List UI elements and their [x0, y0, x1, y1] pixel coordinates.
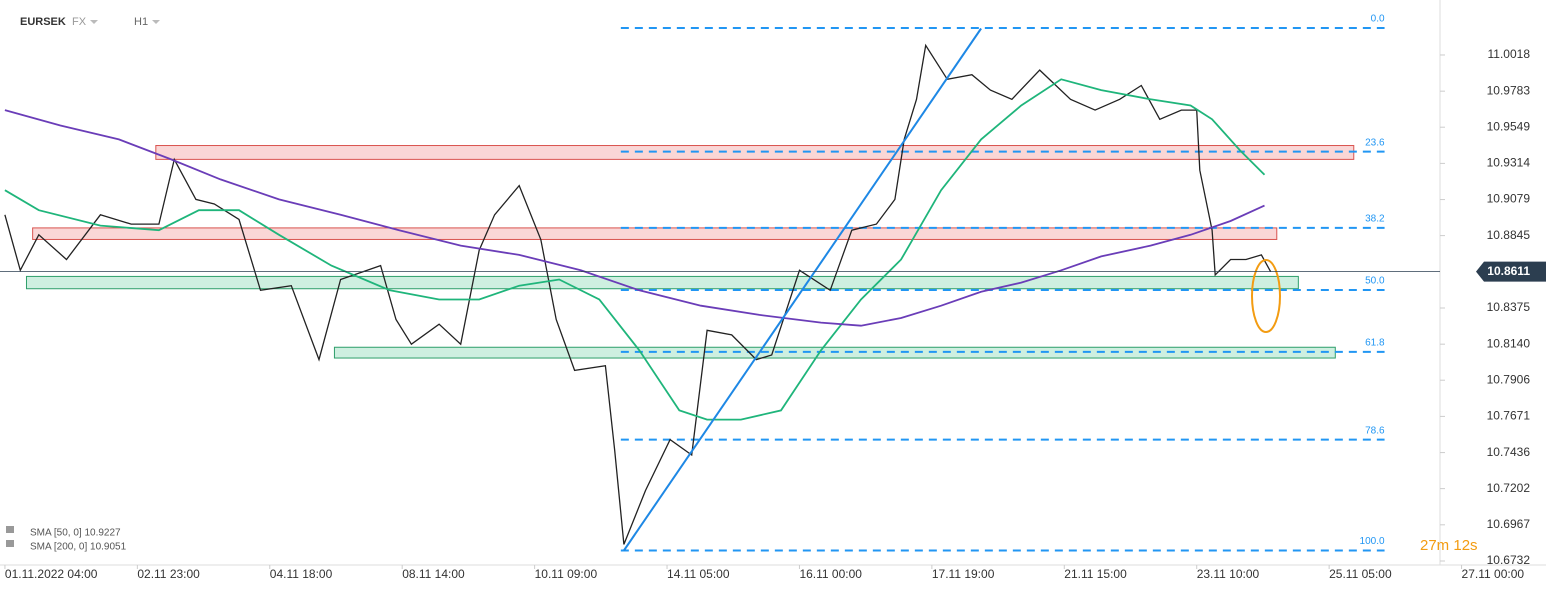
symbol[interactable]: EURSEK	[20, 16, 66, 28]
x-tick-label: 04.11 18:00	[270, 567, 333, 581]
fib-label: 0.0	[1371, 14, 1385, 25]
x-tick-label: 16.11 00:00	[799, 567, 862, 581]
x-tick-label: 14.11 05:00	[667, 567, 730, 581]
fib-label: 23.6	[1365, 137, 1385, 148]
highlight-ellipse	[1251, 259, 1281, 333]
y-tick-label: 10.8845	[1487, 228, 1531, 242]
trend-line	[623, 27, 982, 552]
y-tick-label: 10.9783	[1487, 83, 1531, 97]
x-tick-label: 08.11 14:00	[402, 567, 465, 581]
y-tick-label: 10.7436	[1487, 445, 1531, 459]
fib-label: 78.6	[1365, 425, 1385, 436]
x-tick-label: 23.11 10:00	[1197, 567, 1260, 581]
current-price-box	[1476, 261, 1546, 282]
x-tick-label: 21.11 15:00	[1064, 567, 1127, 581]
legend-entry: SMA [50, 0] 10.9227	[30, 528, 121, 539]
dropdown-icon[interactable]	[90, 20, 98, 24]
fib-label: 61.8	[1365, 338, 1385, 349]
y-tick-label: 10.9549	[1487, 119, 1531, 133]
x-tick-label: 02.11 23:00	[137, 567, 200, 581]
timer: 27m 12s	[1420, 537, 1478, 554]
x-tick-label: 25.11 05:00	[1329, 567, 1392, 581]
x-tick-label: 10.11 09:00	[535, 567, 598, 581]
zone	[25, 275, 1299, 290]
fib-label: 100.0	[1360, 536, 1385, 547]
x-tick-label: 17.11 19:00	[932, 567, 995, 581]
y-tick-label: 10.7906	[1487, 372, 1531, 386]
y-tick-label: 11.0018	[1488, 47, 1531, 61]
y-tick-label: 10.7671	[1487, 409, 1531, 423]
plot: 0.0 23.6 38.2 50.0 61.8 78.6 100.0	[4, 14, 1385, 552]
market: FX	[72, 16, 87, 28]
legend-icon	[6, 526, 14, 533]
y-tick-label: 10.8140	[1487, 336, 1531, 350]
y-tick-label: 10.6967	[1487, 517, 1531, 531]
legend-entry: SMA [200, 0] 10.9051	[30, 542, 127, 553]
y-tick-label: 10.9314	[1487, 156, 1531, 170]
price-line	[4, 43, 1272, 545]
legend-icon	[6, 540, 14, 547]
sma-line	[4, 109, 1265, 327]
fib-label: 38.2	[1365, 214, 1385, 225]
x-tick-label: 27.11 00:00	[1462, 567, 1525, 581]
y-tick-label: 10.7202	[1487, 481, 1531, 495]
current-price-label: 10.8611	[1487, 264, 1530, 278]
interval[interactable]: H1	[134, 16, 148, 28]
fib-label: 50.0	[1365, 276, 1385, 287]
y-tick-label: 10.9079	[1487, 192, 1531, 206]
x-tick-label: 01.11.2022 04:00	[5, 567, 98, 581]
zone	[32, 227, 1278, 240]
y-tick-label: 10.8375	[1487, 300, 1531, 314]
sma-line	[4, 78, 1266, 421]
y-tick-label: 10.6732	[1487, 553, 1531, 567]
dropdown-icon[interactable]	[152, 20, 160, 24]
